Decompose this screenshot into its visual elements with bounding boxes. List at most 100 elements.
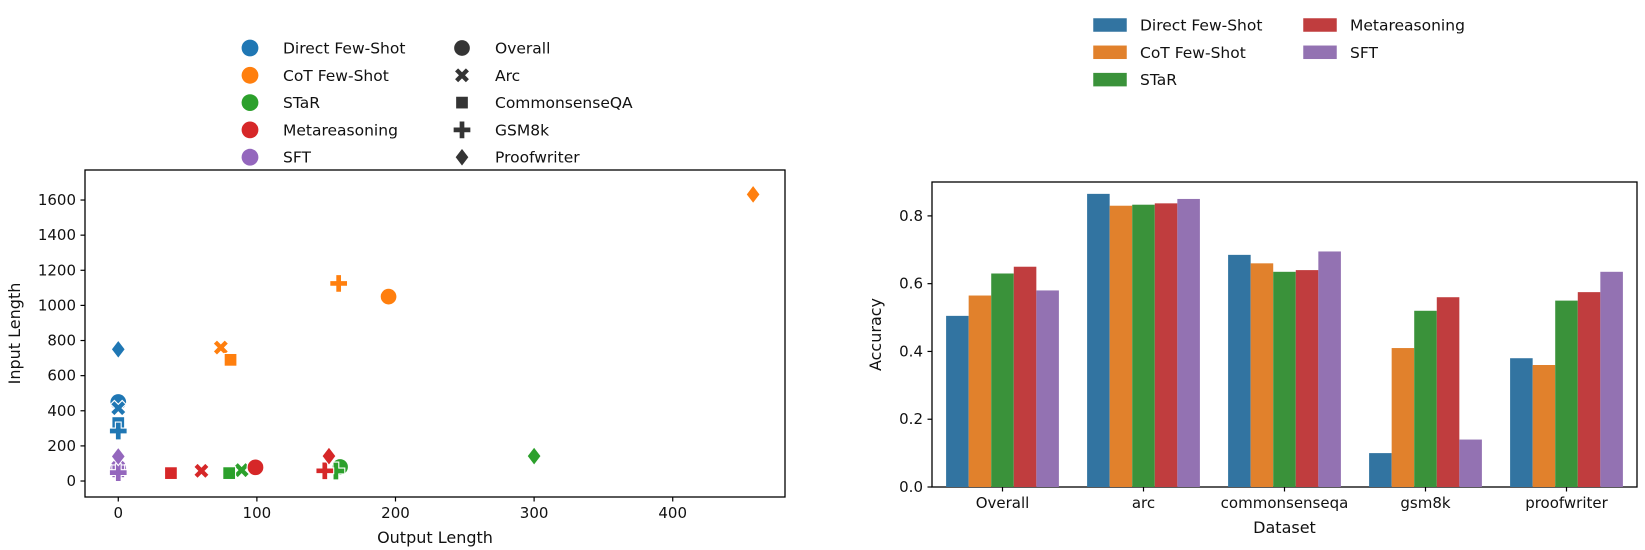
legend-swatch-star [1092, 72, 1128, 87]
x-tick-label: 300 [520, 504, 549, 522]
legend-swatch-metareasoning [241, 121, 259, 139]
bar-proofwriter-sft [1600, 271, 1623, 487]
scatter-point-metareasoning-commonsenseqa [163, 466, 178, 481]
x-tick-label: proofwriter [1525, 494, 1608, 512]
bar-gsm8k-star [1414, 310, 1437, 487]
legend-swatch-sft [241, 148, 259, 166]
legend-label: GSM8k [495, 121, 549, 139]
legend-swatch-direct-few-shot [241, 39, 259, 57]
bar-gsm8k-direct-few-shot [1369, 453, 1392, 487]
x-tick-label: 200 [381, 504, 410, 522]
legend-swatch-metareasoning [1302, 17, 1338, 33]
y-tick-label: 800 [47, 332, 76, 350]
bar-gsm8k-cot-few-shot [1391, 348, 1415, 487]
scatter-point-metareasoning-proofwriter [321, 445, 337, 467]
x-tick-label: gsm8k [1400, 494, 1450, 512]
y-axis-title: Accuracy [866, 298, 885, 371]
scatter-point-cot-few-shot-overall [379, 287, 398, 306]
scatter-point-cot-few-shot-commonsenseqa [223, 352, 238, 367]
bar-gsm8k-metareasoning [1436, 297, 1460, 487]
scatter-point-star-commonsenseqa [222, 466, 237, 481]
bar-proofwriter-cot-few-shot [1532, 365, 1556, 487]
y-tick-label: 0.2 [899, 410, 923, 428]
legend-swatch-direct-few-shot [1092, 17, 1128, 33]
scatter-plot-svg: 0 100 200 300 400 0 200 400 600 800 1000 1200 1400 16… [5, 39, 786, 547]
legend-marker-x-icon [453, 66, 471, 84]
legend-label: STaR [283, 94, 320, 112]
y-tick-label: 200 [47, 437, 76, 455]
bar-arc-sft [1177, 198, 1200, 487]
legend-marker-circle-icon [453, 39, 471, 57]
legend-label: Metareasoning [1350, 17, 1465, 35]
y-tick-label: 1400 [38, 226, 76, 244]
scatter-point-metareasoning-arc [192, 462, 210, 480]
scatter-point-sft-gsm8k [108, 463, 128, 483]
bar-commonsenseqa-metareasoning [1295, 270, 1319, 487]
bar-proofwriter-direct-few-shot [1510, 358, 1533, 487]
legend-swatch-star [241, 94, 259, 111]
x-tick-label: commonsenseqa [1221, 494, 1349, 512]
scatter-point-direct-few-shot-proofwriter [110, 339, 126, 360]
legend-label: CommonsenseQA [495, 94, 633, 112]
legend-label: SFT [1350, 44, 1378, 62]
scatter-point-star-arc [233, 461, 251, 479]
x-tick-label: 100 [243, 504, 272, 522]
bar-chart: 0.0 0.2 0.4 0.6 0.8 Overall arc commonsenseqa gs… [820, 0, 1645, 550]
bar-commonsenseqa-cot-few-shot [1250, 263, 1274, 487]
y-tick-label: 1600 [38, 191, 76, 209]
bar-overall-sft [1036, 290, 1059, 487]
legend-swatch-cot-few-shot [241, 66, 259, 84]
x-tick-label: arc [1132, 494, 1155, 512]
bar-gsm8k-sft [1459, 439, 1482, 487]
y-tick-label: 0.8 [899, 207, 923, 225]
scatter-chart: 0 100 200 300 400 0 200 400 600 800 1000 1200 1400 16… [0, 0, 820, 550]
legend-label: CoT Few-Shot [283, 67, 389, 85]
x-tick-label: Overall [976, 494, 1030, 512]
bar-proofwriter-metareasoning [1577, 292, 1601, 487]
y-tick-label: 1200 [38, 261, 76, 279]
y-tick-label: 0.4 [899, 342, 923, 360]
scatter-point-direct-few-shot-arc [109, 399, 127, 417]
scatter-point-sft-proofwriter [110, 446, 126, 467]
legend-label: STaR [1140, 71, 1177, 89]
legend-label: Arc [495, 67, 520, 85]
legend-label: Direct Few-Shot [283, 40, 405, 58]
scatter-point-direct-few-shot-gsm8k [108, 421, 128, 441]
legend-swatch-sft [1302, 45, 1338, 60]
bar-arc-cot-few-shot [1109, 205, 1133, 487]
y-tick-label: 0.6 [899, 275, 923, 293]
x-axis-title: Dataset [1253, 518, 1316, 537]
bar-overall-direct-few-shot [946, 315, 969, 487]
legend-marker-diamond-icon [454, 147, 470, 168]
bar-commonsenseqa-sft [1318, 251, 1341, 487]
bar-commonsenseqa-direct-few-shot [1228, 254, 1251, 487]
legend-label: Direct Few-Shot [1140, 17, 1262, 35]
legend-swatch-cot-few-shot [1092, 45, 1128, 60]
bar-arc-direct-few-shot [1087, 193, 1110, 487]
bar-commonsenseqa-star [1273, 271, 1296, 487]
scatter-point-cot-few-shot-gsm8k [329, 273, 349, 293]
x-tick-label: 0 [113, 504, 123, 522]
legend-label: CoT Few-Shot [1140, 44, 1246, 62]
y-tick-label: 600 [47, 367, 76, 385]
legend-marker-plus-icon [452, 120, 472, 140]
scatter-point-cot-few-shot-arc [212, 339, 230, 357]
bar-overall-metareasoning [1013, 266, 1037, 487]
x-tick-label: 400 [658, 504, 687, 522]
bar-overall-cot-few-shot [968, 295, 992, 487]
axes-frame [84, 169, 786, 498]
x-axis-title: Output Length [377, 528, 493, 547]
y-tick-label: 400 [47, 402, 76, 420]
scatter-point-metareasoning-overall [246, 458, 265, 477]
y-tick-label: 0 [66, 472, 76, 490]
bar-arc-star [1132, 204, 1155, 487]
legend-label: Proofwriter [495, 149, 580, 167]
legend-label: SFT [283, 149, 311, 167]
bar-arc-metareasoning [1154, 203, 1178, 487]
scatter-point-cot-few-shot-proofwriter [745, 184, 761, 205]
legend-marker-square-icon [455, 95, 469, 110]
y-tick-label: 1000 [38, 296, 76, 314]
scatter-point-star-proofwriter [526, 445, 542, 467]
legend-label: Metareasoning [283, 121, 398, 139]
